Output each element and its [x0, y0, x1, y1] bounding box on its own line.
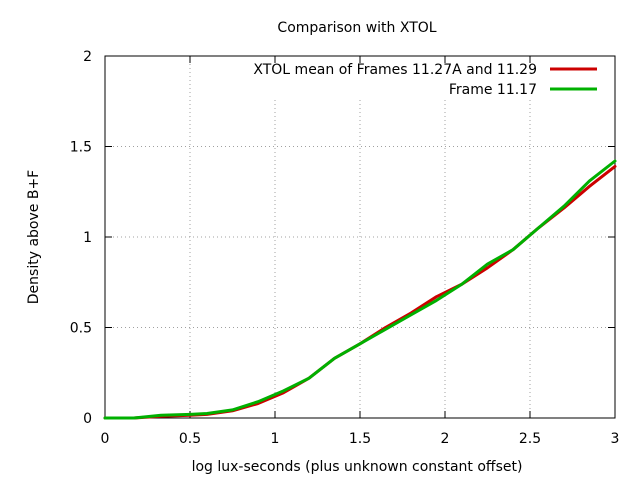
y-tick-label: 1 [83, 230, 92, 246]
grid [105, 56, 615, 418]
x-tick-label: 3 [611, 431, 620, 447]
x-tick-label: 1 [271, 431, 280, 447]
x-tick-label: 2 [441, 431, 450, 447]
y-axis-label: Density above B+F [26, 170, 42, 304]
x-tick-label: 0 [101, 431, 110, 447]
y-tick-label: 1.5 [70, 140, 92, 156]
x-axis-label: log lux-seconds (plus unknown constant o… [192, 459, 523, 475]
y-tick-label: 0 [83, 411, 92, 427]
legend-label: XTOL mean of Frames 11.27A and 11.29 [253, 62, 537, 78]
x-tick-label: 0.5 [179, 431, 201, 447]
x-tick-label: 2.5 [519, 431, 541, 447]
y-tick-label: 2 [83, 49, 92, 65]
axis-ticks: 0 0.5 1 1.5 2 2.5 3 0 0.5 1 1.5 2 [70, 49, 620, 447]
legend: XTOL mean of Frames 11.27A and 11.29 Fram… [253, 62, 597, 98]
chart-title: Comparison with XTOL [277, 20, 436, 36]
y-tick-label: 0.5 [70, 321, 92, 337]
x-tick-label: 1.5 [349, 431, 371, 447]
series-lines [103, 159, 617, 420]
legend-label: Frame 11.17 [449, 82, 537, 98]
series-line-2 [103, 159, 617, 420]
